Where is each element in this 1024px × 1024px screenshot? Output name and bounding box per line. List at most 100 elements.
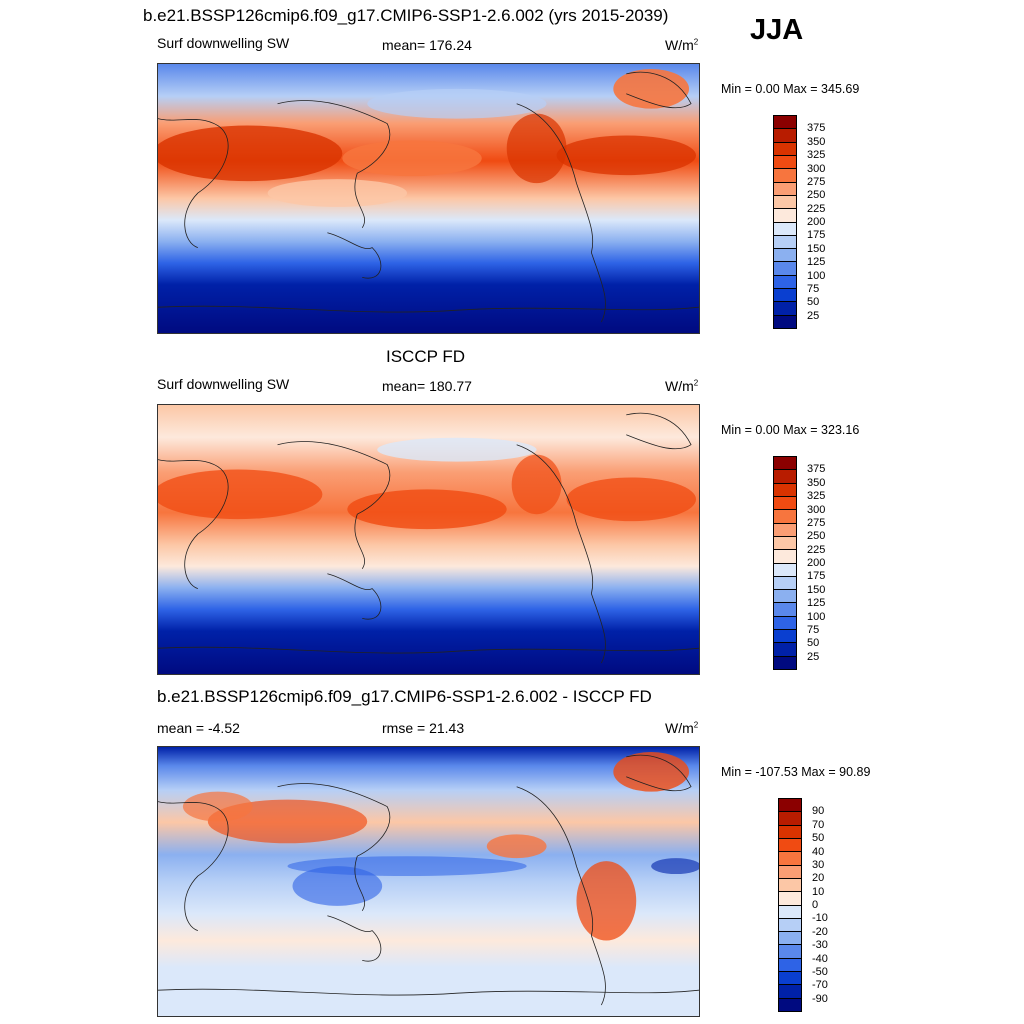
colorbar-swatch	[779, 945, 801, 959]
colorbar-tick-label: -70	[812, 979, 828, 992]
colorbar-tick-label: 325	[807, 490, 826, 503]
colorbar-swatch	[779, 972, 801, 986]
colorbar-tick-label: 200	[807, 557, 826, 569]
colorbar-tick-label: 350	[807, 135, 826, 148]
colorbar-tick-label: 150	[807, 583, 826, 596]
colorbar-swatch	[774, 576, 796, 591]
colorbar-tick-label: 325	[807, 149, 826, 162]
colorbar-swatch	[774, 590, 796, 604]
colorbar-swatch	[779, 998, 801, 1011]
colorbar-swatch	[774, 315, 796, 328]
colorbar-swatch	[779, 918, 801, 933]
colorbar-swatch	[774, 195, 796, 210]
panel2-units: W/m2	[665, 378, 699, 394]
colorbar-tick-label: 100	[807, 269, 826, 282]
colorbar-swatch	[779, 905, 801, 919]
colorbar-tick-label: 50	[807, 637, 820, 650]
panel1-units: W/m2	[665, 37, 699, 53]
colorbar-swatch	[774, 616, 796, 631]
colorbar-tick-label: 10	[812, 885, 825, 898]
colorbar-swatch	[774, 142, 796, 156]
colorbar-swatch	[779, 838, 801, 853]
panel2-colorbar	[773, 456, 797, 670]
colorbar-tick-label: 175	[807, 570, 826, 583]
colorbar-tick-label: 350	[807, 476, 826, 489]
colorbar-swatch	[774, 656, 796, 669]
colorbar-tick-label: 125	[807, 256, 826, 269]
colorbar-tick-label: 75	[807, 623, 820, 636]
colorbar-tick-label: 225	[807, 543, 826, 556]
colorbar-swatch	[779, 985, 801, 999]
colorbar-tick-label: 300	[807, 503, 826, 516]
colorbar-swatch	[774, 209, 796, 223]
colorbar-swatch	[774, 116, 796, 130]
colorbar-swatch	[774, 129, 796, 143]
colorbar-tick-label: 300	[807, 162, 826, 175]
colorbar-tick-label: 125	[807, 597, 826, 610]
panel2-title: ISCCP FD	[386, 347, 466, 366]
colorbar-swatch	[774, 563, 796, 577]
colorbar-swatch	[774, 523, 796, 537]
panel1-title: b.e21.BSSP126cmip6.f09_g17.CMIP6-SSP1-2.…	[143, 6, 669, 25]
colorbar-tick-label: 250	[807, 530, 826, 543]
colorbar-swatch	[774, 603, 796, 617]
panel1-minmax: Min = 0.00 Max = 345.69	[721, 82, 860, 96]
colorbar-swatch	[779, 932, 801, 946]
panel2-map	[157, 404, 700, 675]
panel1-variable-label: Surf downwelling SW	[157, 35, 290, 51]
colorbar-tick-label: -40	[812, 952, 828, 965]
colorbar-tick-label: 275	[807, 516, 826, 529]
colorbar-swatch	[774, 249, 796, 263]
colorbar-tick-label: 200	[807, 216, 826, 228]
colorbar-tick-label: 375	[807, 122, 826, 135]
colorbar-tick-label: 30	[812, 858, 825, 871]
colorbar-tick-label: -90	[812, 992, 828, 1005]
colorbar-tick-label: 250	[807, 189, 826, 202]
colorbar-swatch	[774, 169, 796, 183]
panel1-mean-label: mean= 176.24	[382, 37, 472, 53]
colorbar-swatch	[774, 550, 796, 564]
colorbar-tick-label: 20	[812, 872, 825, 885]
colorbar-swatch	[774, 289, 796, 303]
colorbar-tick-label: -30	[812, 939, 828, 952]
colorbar-tick-label: 25	[807, 309, 820, 322]
colorbar-swatch	[779, 812, 801, 826]
colorbar-tick-label: 25	[807, 650, 820, 663]
colorbar-tick-label: 100	[807, 610, 826, 623]
panel2-minmax: Min = 0.00 Max = 323.16	[721, 423, 860, 437]
colorbar-swatch	[779, 878, 801, 893]
panel3-map	[157, 746, 700, 1017]
panel1-colorbar	[773, 115, 797, 329]
colorbar-swatch	[774, 630, 796, 644]
colorbar-swatch	[774, 222, 796, 236]
colorbar-swatch	[774, 235, 796, 250]
colorbar-swatch	[774, 643, 796, 657]
colorbar-tick-label: 75	[807, 282, 820, 295]
colorbar-swatch	[779, 865, 801, 879]
colorbar-swatch	[774, 457, 796, 471]
colorbar-tick-label: -10	[812, 912, 828, 925]
colorbar-swatch	[779, 825, 801, 839]
colorbar-tick-label: 90	[812, 805, 825, 818]
colorbar-swatch	[774, 470, 796, 484]
colorbar-tick-label: 225	[807, 202, 826, 215]
panel3-title: b.e21.BSSP126cmip6.f09_g17.CMIP6-SSP1-2.…	[157, 687, 652, 706]
panel2-mean-label: mean= 180.77	[382, 378, 472, 394]
colorbar-swatch	[774, 496, 796, 511]
colorbar-tick-label: 40	[812, 845, 825, 858]
colorbar-tick-label: 50	[807, 296, 820, 309]
colorbar-swatch	[779, 958, 801, 973]
colorbar-swatch	[774, 182, 796, 196]
colorbar-tick-label: 50	[812, 832, 825, 845]
panel1-map	[157, 63, 700, 334]
colorbar-swatch	[774, 483, 796, 497]
colorbar-tick-label: 0	[812, 899, 819, 911]
colorbar-swatch	[774, 262, 796, 276]
colorbar-swatch	[774, 155, 796, 170]
colorbar-swatch	[779, 799, 801, 813]
colorbar-tick-label: 275	[807, 175, 826, 188]
colorbar-tick-label: -50	[812, 965, 828, 978]
panel3-units: W/m2	[665, 720, 699, 736]
colorbar-swatch	[774, 302, 796, 316]
colorbar-swatch	[774, 510, 796, 524]
